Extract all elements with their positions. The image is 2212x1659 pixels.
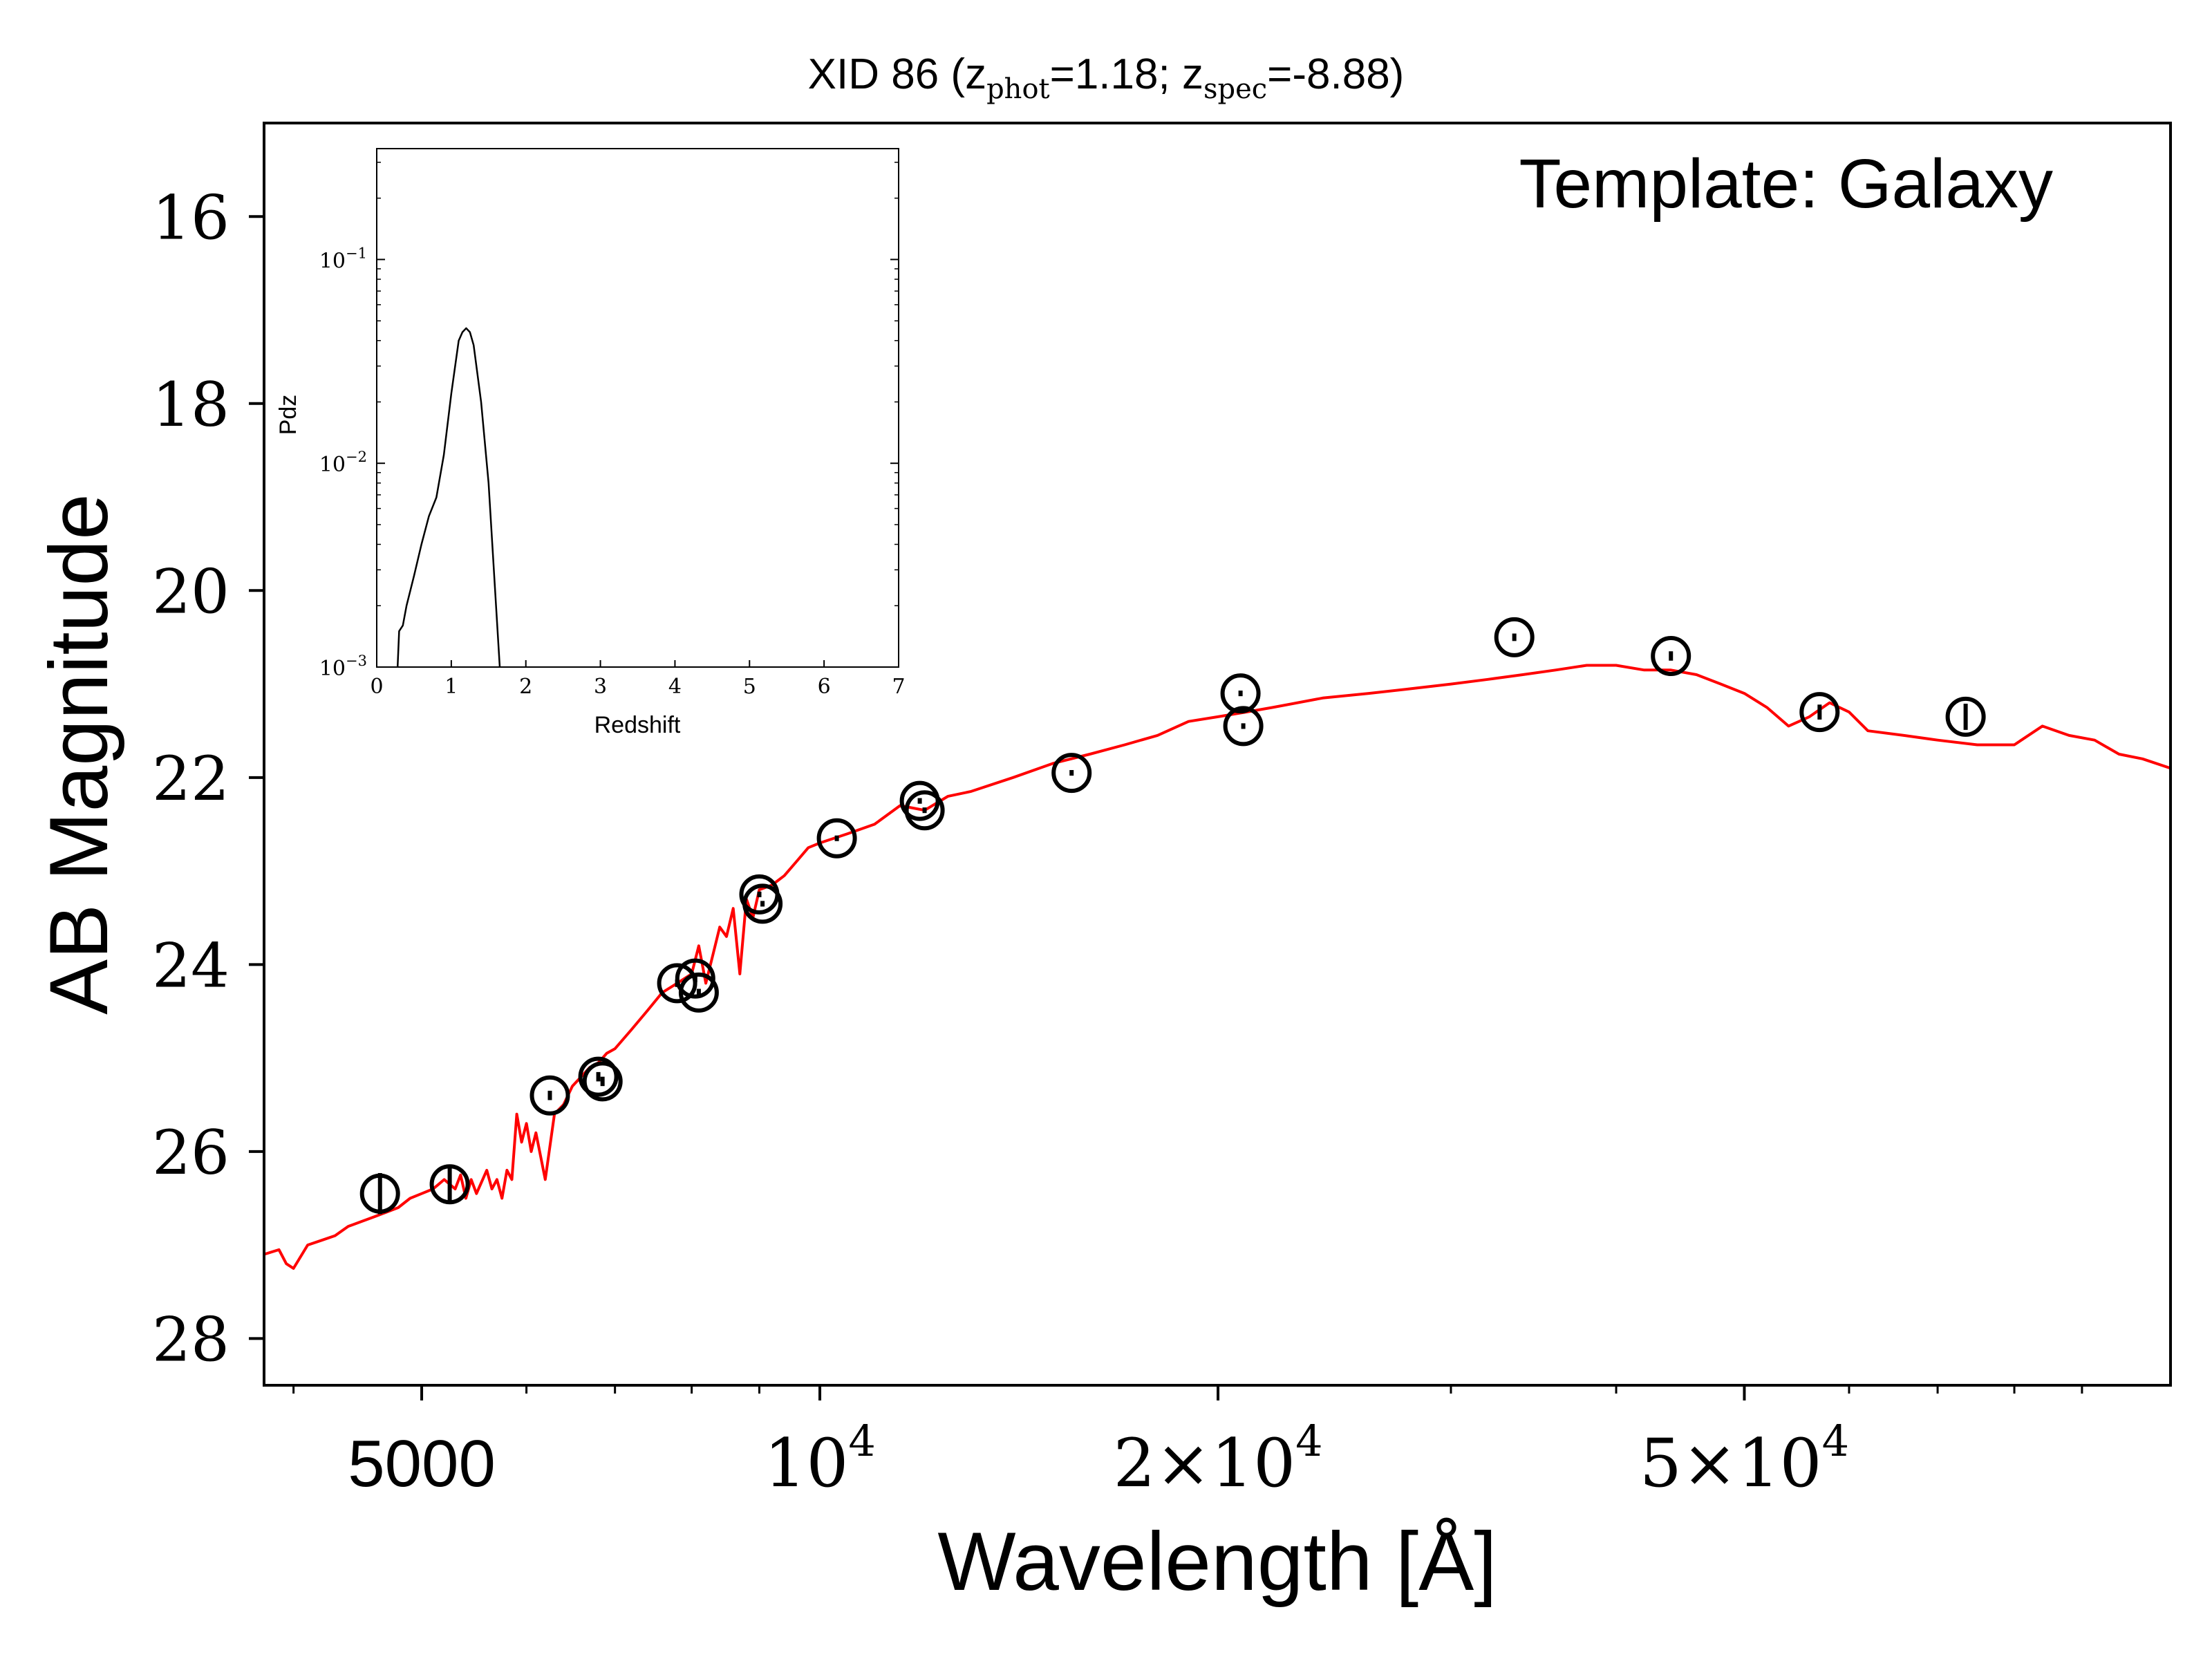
photometry-point <box>675 958 715 999</box>
x-axis-label: Wavelength [Å] <box>937 1515 1497 1608</box>
x-tick-label: 104 <box>764 1416 876 1502</box>
inset-y-axis-label: Pdz <box>275 395 301 435</box>
y-tick-label: 28 <box>152 1304 229 1375</box>
y-tick-label: 22 <box>152 743 229 814</box>
photometry-point <box>359 1173 400 1214</box>
photometry-point <box>1223 706 1264 747</box>
inset-y-tick-label: 10−1 <box>319 245 367 273</box>
photometry-point <box>742 883 783 924</box>
photometry-point <box>1220 673 1261 714</box>
y-tick-label: 18 <box>152 369 229 440</box>
template-spectrum-line <box>264 664 2171 1270</box>
inset-x-tick-label: 7 <box>892 675 905 699</box>
inset-x-tick-label: 6 <box>818 675 831 699</box>
photometry-point <box>1945 696 1986 737</box>
photometry-point <box>816 818 857 859</box>
x-tick-label: 5000 <box>348 1427 496 1501</box>
photometry-point <box>582 1061 623 1102</box>
chart-title: XID 86 (zphot=1.18; zspec=-8.88) <box>808 50 1405 105</box>
y-tick-label: 26 <box>152 1117 229 1188</box>
inset-x-tick-label: 1 <box>444 675 458 699</box>
inset-x-tick-label: 3 <box>594 675 607 699</box>
x-tick-label: 2×104 <box>1113 1416 1322 1502</box>
y-axis-label: AB Magnitude <box>32 494 125 1015</box>
inset-x-tick-label: 0 <box>370 675 383 699</box>
x-tick-label: 5×104 <box>1640 1416 1849 1502</box>
inset-x-axis-label: Redshift <box>594 712 681 738</box>
photometry-point <box>1494 617 1535 657</box>
inset-x-tick-label: 4 <box>668 675 682 699</box>
inset-x-tick-label: 5 <box>743 675 756 699</box>
photometry-point <box>429 1164 470 1205</box>
inset-y-tick-label: 10−3 <box>319 653 367 681</box>
template-annotation: Template: Galaxy <box>1519 145 2053 223</box>
y-tick-label: 24 <box>152 930 229 1001</box>
photometry-point <box>1799 692 1840 733</box>
photometry-point <box>529 1075 570 1116</box>
photometry-point <box>1051 753 1092 794</box>
inset-x-tick-label: 2 <box>519 675 532 699</box>
y-tick-label: 16 <box>152 182 229 253</box>
photometry-point <box>1651 636 1691 676</box>
photometry-point <box>678 972 719 1013</box>
photometry-point <box>657 963 697 1004</box>
y-tick-label: 20 <box>152 556 229 627</box>
inset-plot: 0 1 2 3 4 5 6 7 10−1 10−2 10−3 Redshift Pdz <box>275 148 906 738</box>
photometry-point <box>904 790 945 831</box>
pdz-curve <box>396 327 501 667</box>
photometry-point <box>578 1056 619 1097</box>
inset-y-tick-label: 10−2 <box>319 449 367 477</box>
inset-plot-frame <box>376 148 899 668</box>
